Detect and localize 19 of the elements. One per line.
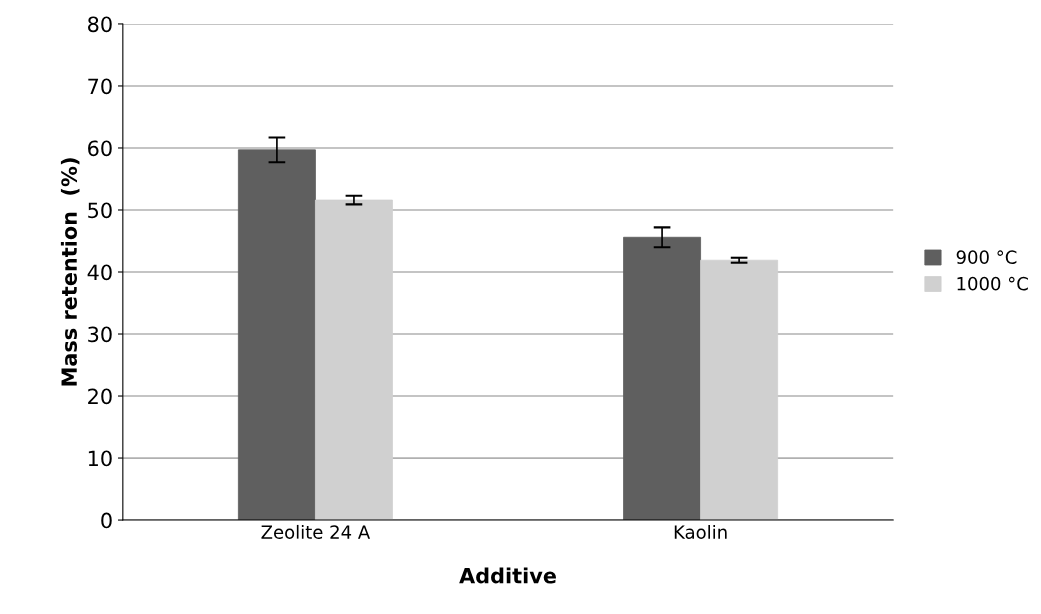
y-tick-label: 60: [88, 140, 112, 157]
bar: [700, 259, 779, 521]
bar: [315, 199, 393, 521]
y-tick-label: 0: [101, 512, 112, 529]
y-tick-label: 40: [87, 264, 112, 281]
y-tick-label: 30: [88, 326, 112, 343]
y-tick-label: 80: [88, 16, 112, 33]
x-tick-label: Zeolite 24 A: [261, 524, 371, 539]
y-axis-title: Mass retention (%): [60, 158, 80, 386]
y-tick-label: 20: [88, 388, 112, 405]
y-tick-label: 10: [88, 450, 112, 467]
y-tick-label: 70: [88, 78, 112, 95]
x-tick-label: Kaolin: [674, 524, 727, 539]
x-axis-title: Additive: [459, 567, 556, 584]
legend-label: 1000 °C: [957, 276, 1028, 291]
legend-label: 900 °C: [956, 250, 1017, 264]
bar: [237, 149, 316, 521]
bar: [623, 236, 702, 521]
y-tick-label: 50: [88, 202, 112, 219]
